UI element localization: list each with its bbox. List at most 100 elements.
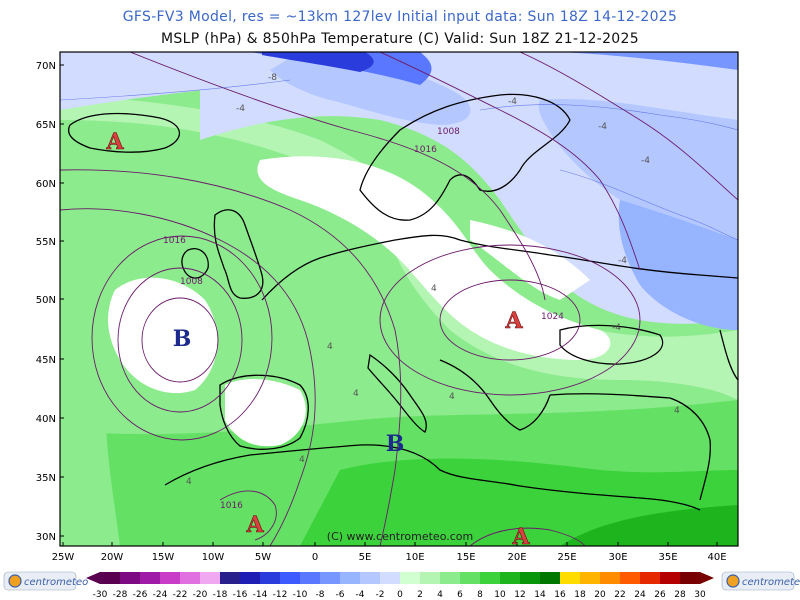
colorbar-cell (640, 572, 661, 584)
colorbar-cell (680, 572, 701, 584)
temp-label: 4 (299, 455, 305, 465)
map-field (60, 52, 738, 546)
colorbar-cell (460, 572, 481, 584)
colorbar-cell (480, 572, 501, 584)
logo-left: centrometeo (3, 571, 88, 591)
isobar-label: 1016 (220, 501, 243, 511)
colorbar-tick-label: -12 (273, 590, 288, 600)
lat-label: 60N (36, 179, 56, 190)
temp-label: 4 (449, 392, 455, 402)
copyright-text: (C) www.centrometeo.com (327, 530, 473, 543)
colorbar-tick-label: -6 (336, 590, 345, 600)
lon-label: 5W (255, 552, 271, 563)
isobar-label: 1024 (541, 312, 564, 322)
colorbar-tick-label: 20 (594, 590, 606, 600)
colorbar-tick-label: -24 (153, 590, 168, 600)
pressure-centers: A B B A A A (105, 129, 531, 551)
lon-label: 15E (456, 552, 475, 563)
temperature-labels: -4 -4 -4 -4 -4 -8 4 4 4 4 4 4 4 -4 (186, 73, 680, 487)
colorbar-tick-label: 26 (654, 590, 666, 600)
colorbar-cell (360, 572, 381, 584)
low-pressure-marker: B (386, 431, 405, 457)
colorbar-arrow-left (86, 572, 100, 584)
logo-right-text: centrometeo (742, 577, 800, 588)
colorbar-tick-label: 2 (417, 590, 423, 600)
logo-left-text: centrometeo (24, 577, 88, 588)
colorbar-tick-label: 28 (674, 590, 686, 600)
temp-label: 4 (186, 477, 192, 487)
temp-label: 4 (327, 342, 333, 352)
axis-ticks (60, 64, 718, 546)
colorbar-tick-label: 18 (574, 590, 586, 600)
colorbar-ticks: -30 -28 -26 -24 -22 -20 -18 -16 -14 -12 -10 -8 -6 -4-… (93, 590, 706, 600)
lon-label: 35E (658, 552, 677, 563)
colorbar-cell (320, 572, 341, 584)
isobar-labels: 1008 1016 1016 1008 1024 1016 (163, 127, 564, 511)
colorbar-cell (620, 572, 641, 584)
temperature-contours (60, 79, 738, 241)
longitude-axis: 25W 20W 15W 10W 5W 0 5E 10E 15E 20E 25E … (52, 552, 727, 563)
colorbar-tick-label: 12 (514, 590, 525, 600)
colorbar-cell (520, 572, 541, 584)
colorbar-cell (240, 572, 261, 584)
temp-label: -4 (612, 323, 621, 333)
lat-label: 40N (36, 414, 56, 425)
temp-label: -4 (641, 156, 650, 166)
colorbar-cell (280, 572, 301, 584)
colorbar: centrometeo centrometeo -30 -28 -26 -24 -22-… (3, 571, 800, 600)
lon-label: 10E (405, 552, 424, 563)
isobar-label: 1016 (414, 145, 437, 155)
high-pressure-marker: A (511, 524, 530, 550)
lat-label: 65N (36, 120, 56, 131)
lat-label: 45N (36, 355, 56, 366)
colorbar-cell (580, 572, 601, 584)
colorbar-cell (440, 572, 461, 584)
isobars (60, 52, 738, 546)
isobar-label: 1016 (163, 236, 186, 246)
lat-label: 55N (36, 237, 56, 248)
colorbar-tick-label: -28 (113, 590, 128, 600)
isobar-label: 1008 (437, 127, 460, 137)
colorbar-tick-label: 6 (457, 590, 463, 600)
colorbar-cell (200, 572, 221, 584)
lon-label: 25W (52, 552, 75, 563)
colorbar-cell (120, 572, 141, 584)
colorbar-cell (540, 572, 561, 584)
lon-label: 5E (359, 552, 372, 563)
colorbar-cell (260, 572, 281, 584)
temp-label: 4 (674, 406, 680, 416)
colorbar-cell (180, 572, 201, 584)
lat-label: 70N (36, 61, 56, 72)
colorbar-cell (420, 572, 441, 584)
colorbar-tick-label: -20 (193, 590, 208, 600)
colorbar-tick-label: 14 (534, 590, 546, 600)
lat-label: 35N (36, 473, 56, 484)
colorbar-tick-label: 22 (614, 590, 625, 600)
colorbar-tick-label: -16 (233, 590, 248, 600)
lat-label: 50N (36, 295, 56, 306)
high-pressure-marker: A (245, 512, 264, 538)
logo-right: centrometeo (721, 571, 800, 591)
colorbar-cell (500, 572, 521, 584)
colorbar-cell (100, 572, 121, 584)
lon-label: 40E (707, 552, 726, 563)
temp-label: 4 (353, 389, 359, 399)
high-pressure-marker: A (105, 129, 124, 155)
colorbar-tick-label: 10 (494, 590, 506, 600)
chart-subtitle: MSLP (hPa) & 850hPa Temperature (C) Vali… (161, 31, 639, 47)
colorbar-cell (140, 572, 161, 584)
colorbar-tick-label: -22 (173, 590, 188, 600)
colorbar-tick-label: -30 (93, 590, 108, 600)
lat-label: 30N (36, 532, 56, 543)
colorbar-tick-label: -4 (356, 590, 365, 600)
colorbar-tick-label: -2 (376, 590, 385, 600)
colorbar-tick-label: -18 (213, 590, 228, 600)
high-pressure-marker: A (504, 308, 523, 334)
lon-label: 20W (101, 552, 124, 563)
lon-label: 15W (152, 552, 175, 563)
colorbar-cell (300, 572, 321, 584)
lon-label: 30E (608, 552, 627, 563)
colorbar-cell (600, 572, 621, 584)
colorbar-cell (220, 572, 241, 584)
